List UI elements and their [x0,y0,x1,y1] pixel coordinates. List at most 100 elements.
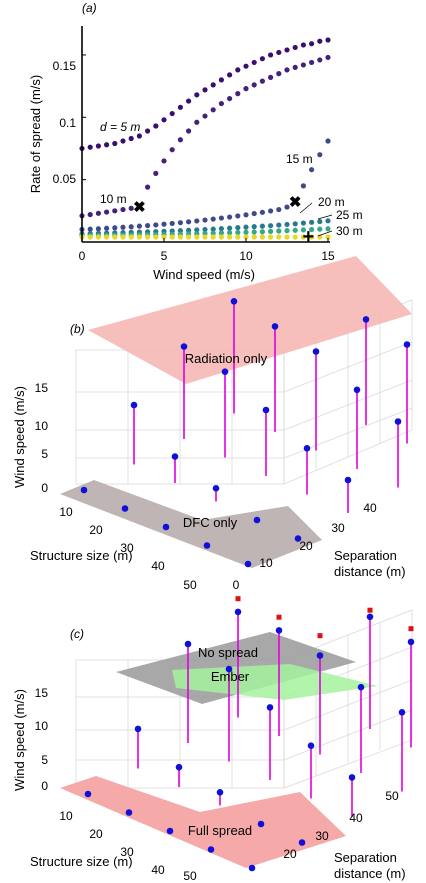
series-label-25m: 25 m [336,208,363,222]
series-1-point [112,208,118,214]
data-point [234,608,242,616]
series-4-point [309,226,315,233]
data-point [303,445,311,452]
series-0-point [145,128,151,134]
series-4-point [300,227,306,233]
data-point [403,341,411,348]
panel-a-ytick: 0.05 [53,172,77,186]
panel-b-ztick: 40 [363,501,377,515]
ember-point [367,607,373,613]
series-4-point [325,226,331,232]
series-3-point [227,225,233,231]
data-point [203,542,211,549]
series-3-point [186,227,192,233]
series-2-point [292,198,298,204]
data-point [248,864,256,872]
region-label-ember: Ember [211,669,250,684]
series-5-point [210,234,216,240]
series-4-point [268,228,274,234]
series-0-point [112,140,118,147]
series-0-point [177,104,183,110]
panel-c-points [84,596,415,872]
series-0-point [128,135,134,142]
series-5-point [284,234,290,240]
series-1-point [145,184,151,190]
data-point [230,298,238,305]
data-point [366,613,374,621]
series-0-point [300,42,306,48]
series-5-point [202,234,208,240]
series-1-point [87,211,93,218]
series-2-point [251,210,257,217]
panel-b-ytick: 0 [41,481,48,495]
region-radiation-only [88,256,412,384]
data-point [266,704,274,711]
panel-c-ytick: 10 [35,719,49,733]
series-3-point [194,227,200,233]
data-point [180,343,188,350]
series-5-point [243,234,249,240]
panel-a-ticks [81,54,329,242]
series-4-point [284,228,290,234]
series-2-point [169,220,175,227]
threshold-marker: ✖ [133,199,146,216]
series-1-point [95,210,101,216]
series-1-point [194,119,200,125]
series-3-point [300,220,306,226]
panel-c-ztick: 50 [385,789,399,803]
series-1-point [161,158,167,164]
data-point [125,809,133,816]
series-3-point [268,223,274,229]
ember-point [276,614,282,620]
series-label-15m: 15 m [286,152,313,166]
data-point [348,774,356,781]
data-point [130,401,138,409]
series-3-point [325,218,331,224]
region-label-radiation-only: Radiation only [185,351,268,366]
panel-b: (b) Radiation only DFC only 15 10 5 0 Wi… [12,256,413,592]
series-5-point [136,234,142,240]
series-2-point [300,183,306,189]
panel-c-ztick: 40 [349,811,363,825]
series-5-point [268,234,274,240]
panel-c-ytick: 0 [41,779,48,793]
panel-b-xtick: 10 [59,505,73,519]
data-point [398,709,406,716]
panel-a-xlabel: Wind speed (m/s) [153,267,255,282]
series-2-point [128,224,134,230]
panel-c-zlabel-line2: distance (m) [334,866,406,881]
panel-c-ylabel: Wind speed (m/s) [12,689,27,791]
data-point [216,789,224,796]
data-point [80,486,88,494]
panel-a-xtick: 10 [239,249,253,263]
series-5-point [169,234,175,240]
region-full-spread [60,776,346,868]
data-point [357,683,365,691]
data-point [221,368,229,376]
series-5-point [120,234,126,240]
series-3-point [292,221,298,227]
series-5-point [194,234,200,240]
series-5-point [104,234,110,240]
series-0-point [284,47,290,53]
series-3-point [177,228,183,234]
series-1-point [210,107,216,113]
data-point [225,665,233,673]
series-4-point [210,230,216,236]
panel-b-xtick: 50 [183,578,197,592]
series-1-point [202,113,208,119]
series-0-point [251,59,257,66]
panel-b-ylabel: Wind speed (m/s) [12,386,27,488]
series-4-point [218,230,224,236]
data-point [353,386,361,394]
series-3-point [202,226,208,233]
series-3-point [317,218,323,225]
series-4-point [276,228,282,234]
series-4-point [317,226,323,232]
series-0-point [309,41,315,47]
series-5-point [161,234,167,240]
series-2-point [202,217,208,223]
region-label-dfc-only: DFC only [183,515,238,530]
series-1-point [309,59,315,66]
series-2-point [177,220,183,226]
